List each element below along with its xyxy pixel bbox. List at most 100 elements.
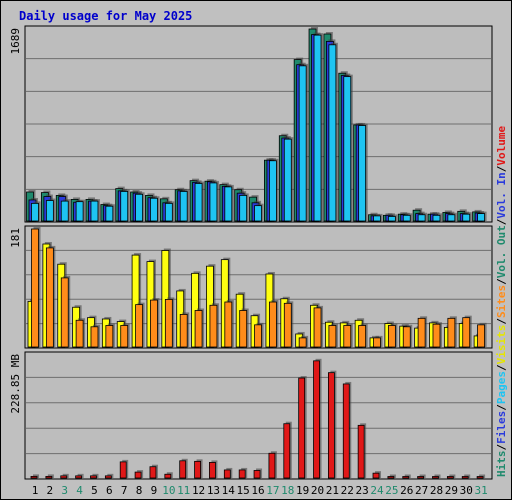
volume-bar [372,472,380,479]
pages-bar [269,160,277,222]
day-label: 31 [474,484,487,497]
day-label: 10 [162,484,175,497]
pages-bar [31,202,39,222]
pages-bar [135,193,143,222]
volume-bar [30,475,38,479]
sites-bar [60,277,69,348]
volume-bar [179,460,187,479]
sites-bar [31,228,39,348]
sites-bar [209,304,218,348]
volume-bar [194,460,201,479]
volume-bar [313,360,320,479]
pages-bar [387,216,396,222]
volume-bar [283,423,291,479]
sites-bar [447,317,456,348]
volume-bar [357,424,365,479]
day-label: 2 [47,484,54,497]
volume-bar [402,476,410,479]
day-label: 18 [281,484,294,497]
volume-bar [327,372,335,479]
pages-bar [373,215,381,222]
pages-bar [224,186,233,222]
day-label: 9 [151,484,158,497]
pages-bar [477,213,486,222]
pages-bar [462,213,471,222]
y-max-label: 228.85 MB [9,354,22,414]
volume-bar [342,383,350,479]
day-label: 25 [385,484,398,497]
volume-bar [298,377,306,479]
legend-entry: Vol. Out [495,225,508,278]
legend-entry: Pages [495,371,508,404]
panel-visits-sites: 181 [9,225,493,349]
pages-bar [209,182,218,222]
sites-bar [269,301,277,348]
sites-bar [75,319,84,348]
volume-bar [387,476,395,479]
y-max-label: 181 [9,228,22,248]
day-label: 4 [76,484,83,497]
day-label: 16 [251,484,264,497]
pages-bar [239,195,248,222]
sites-bar [164,299,173,348]
volume-bar [209,462,216,479]
volume-bar [60,475,68,479]
sites-bar [402,326,411,348]
legend-entry: Files [495,411,508,444]
day-label: 7 [121,484,128,497]
sites-bar [90,326,99,348]
pages-bar [447,214,456,222]
legend-entry: Volume [495,126,508,166]
chart-panels: 1689 181 228.85 MB [9,25,493,480]
day-label: 17 [266,484,279,497]
sites-bar [477,324,486,348]
pages-bar [313,34,322,222]
legend-entry: Sites [495,285,508,318]
pages-bar [75,201,84,222]
sites-bar [150,299,158,348]
series-legend: Hits/Files/Pages/Visits/Sites/Vol. Out/V… [495,126,508,477]
volume-bar [268,452,276,479]
day-label: 26 [400,484,413,497]
chart-title: Daily usage for May 2025 [19,9,192,23]
pages-bar [150,197,158,222]
day-label: 27 [415,484,428,497]
day-label: 5 [91,484,98,497]
sites-bar [313,307,322,348]
day-label: 30 [460,484,473,497]
sites-bar [358,325,367,348]
volume-bar [75,475,83,479]
day-label: 13 [207,484,220,497]
volume-bar [461,476,469,479]
sites-bar [373,337,381,348]
sites-bar [298,337,307,348]
volume-bar [119,461,127,479]
legend-entry: / [495,444,508,451]
pages-bar [179,191,188,222]
volume-bar [45,475,53,479]
volume-bar [223,469,231,479]
sites-bar [105,325,114,348]
day-label: 20 [311,484,324,497]
day-label: 21 [326,484,339,497]
pages-bar [194,183,203,222]
sites-bar [45,247,54,348]
sites-bar [224,301,233,348]
sites-bar [387,325,396,348]
sites-bar [432,323,441,348]
pages-bar [120,191,129,222]
legend-entry: Vol. In [495,172,508,218]
day-label: 8 [136,484,143,497]
sites-bar [462,317,471,348]
sites-bar [239,310,248,348]
day-label: 23 [356,484,369,497]
sites-bar [254,324,262,348]
day-label: 19 [296,484,309,497]
legend-entry: / [495,278,508,285]
sites-bar [417,317,426,348]
day-label: 29 [445,484,458,497]
sites-bar [120,325,129,348]
pages-bar [164,202,173,222]
sites-bar [179,314,188,348]
